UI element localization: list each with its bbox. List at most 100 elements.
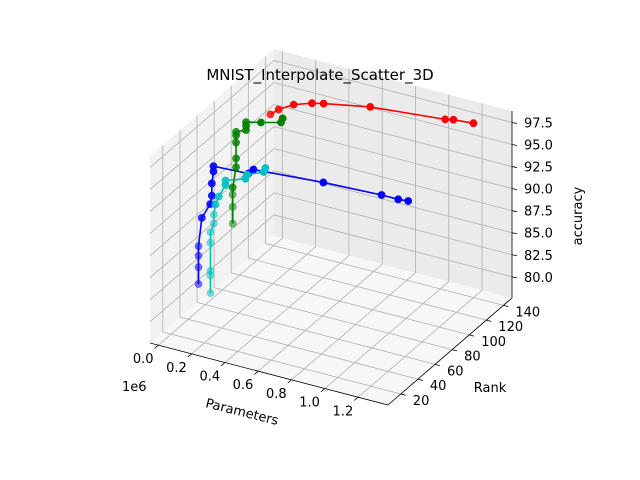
x-tick-mark: [154, 344, 159, 349]
x-tick-label: 0.6: [233, 378, 254, 393]
grid-line-z: [149, 148, 513, 256]
data-point: [278, 114, 287, 123]
grid-line-z: [149, 60, 513, 168]
z-tick-mark: [511, 188, 518, 191]
data-point: [404, 197, 413, 205]
z-tick-label: 90.0: [524, 183, 553, 198]
x-tick-label: 0.8: [266, 387, 287, 402]
z-tick-label: 80.0: [524, 271, 553, 286]
grid-line-z: [149, 126, 513, 234]
data-point: [394, 195, 403, 204]
series-layer: [194, 99, 478, 297]
y-tick-label: 40: [430, 379, 447, 394]
y-tick-mark: [434, 364, 440, 367]
data-point: [228, 219, 237, 228]
z-tick-label: 87.5: [524, 205, 553, 220]
z-axis-label: accuracy: [571, 186, 586, 245]
x-tick-label: 1.2: [333, 404, 354, 419]
grid-line-z: [149, 214, 513, 323]
x-tick-mark: [353, 396, 359, 401]
z-tick-label: 95.0: [524, 139, 553, 154]
data-point: [214, 192, 223, 201]
data-point: [221, 176, 230, 185]
z-tick-label: 82.5: [524, 249, 553, 264]
y-tick-label: 120: [498, 320, 523, 335]
data-point: [209, 210, 218, 219]
grid-line-y: [265, 56, 504, 306]
data-point: [243, 170, 251, 179]
data-point: [274, 105, 283, 114]
data-point: [289, 100, 298, 109]
y-axis-line: [387, 297, 513, 406]
tick-marks: [154, 122, 518, 401]
grid-line-x: [158, 51, 283, 346]
data-point: [308, 99, 316, 108]
data-point: [377, 191, 386, 199]
z-tick-label: 97.5: [524, 117, 553, 132]
y-tick-mark: [486, 319, 492, 322]
z-tick-label: 85.0: [524, 227, 553, 242]
x-tick-mark: [187, 353, 192, 358]
x-tick-label: 1.0: [299, 396, 320, 411]
grid-line-y: [162, 144, 401, 395]
data-point: [319, 99, 328, 108]
axis-panes: [150, 49, 512, 405]
y-tick-mark: [452, 349, 458, 352]
x-tick-mark: [320, 388, 326, 393]
data-point: [366, 103, 375, 111]
data-point: [209, 162, 218, 171]
y-axis-label: Rank: [474, 381, 507, 396]
grid-line-x: [191, 59, 317, 355]
grid-lines: [149, 51, 513, 398]
data-point: [228, 190, 237, 199]
data-point: [206, 238, 215, 247]
axis-edges: [149, 111, 513, 406]
data-point: [211, 200, 220, 209]
data-point: [232, 163, 240, 172]
data-point: [194, 242, 203, 250]
z-tick-mark: [511, 210, 518, 213]
x-tick-label: 0.4: [199, 370, 220, 385]
data-point: [449, 115, 458, 124]
z-tick-mark: [511, 254, 518, 257]
data-point: [194, 251, 203, 260]
grid-line-z: [149, 192, 513, 301]
z-tick-label: 92.5: [524, 161, 553, 176]
grid-line-y: [247, 71, 487, 321]
z-tick-mark: [511, 166, 518, 168]
data-point: [261, 164, 270, 172]
data-point: [242, 118, 250, 127]
y-tick-label: 60: [447, 364, 464, 379]
data-point: [209, 219, 218, 228]
z-tick-mark: [511, 144, 518, 146]
y-tick-mark: [417, 378, 423, 381]
grid-line-x: [224, 68, 350, 363]
data-point: [194, 280, 203, 288]
grid-line-y: [230, 85, 470, 336]
z-tick-mark: [511, 232, 518, 235]
data-point: [207, 179, 216, 188]
chart-title: MNIST_Interpolate_Scatter_3D: [206, 66, 433, 85]
y-tick-label: 100: [481, 335, 506, 350]
data-point: [249, 165, 258, 174]
x-axis-line: [149, 342, 389, 406]
grid-line-x: [291, 85, 416, 381]
data-point: [206, 267, 215, 275]
grid-line-x: [324, 94, 450, 389]
grid-line-z: [149, 104, 513, 212]
z-tick-mark: [511, 122, 518, 124]
grid-line-z: [149, 170, 513, 279]
y-tick-label: 80: [464, 350, 481, 365]
x-tick-mark: [254, 370, 259, 375]
data-point: [206, 228, 215, 237]
data-point: [232, 154, 240, 163]
grid-line-z: [149, 82, 513, 190]
series-0: [266, 99, 478, 128]
x-tick-label: 0.2: [166, 361, 187, 376]
grid-line-x: [357, 103, 483, 398]
y-tick-label: 140: [515, 305, 540, 320]
y-tick-mark: [469, 334, 475, 337]
